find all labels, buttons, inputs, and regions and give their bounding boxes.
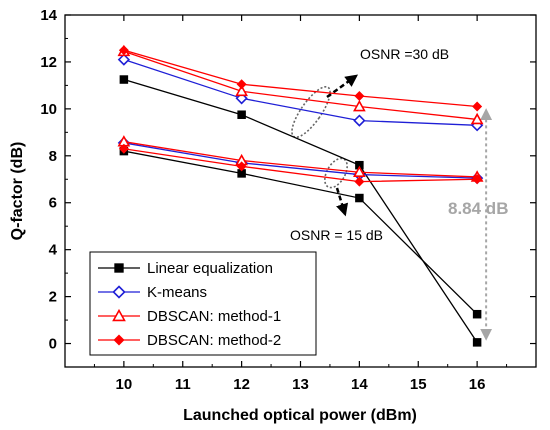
osnr15-label: OSNR = 15 dB	[290, 227, 383, 243]
series-2	[117, 53, 484, 185]
data-point	[237, 110, 246, 119]
legend-marker	[112, 308, 126, 322]
series-4	[118, 45, 483, 187]
legend-marker	[112, 285, 126, 299]
legend-box	[89, 251, 317, 356]
x-tick-label: 16	[469, 376, 486, 393]
y-axis-title: Q-factor (dB)	[9, 142, 26, 241]
osnr30-arrow	[326, 74, 359, 99]
x-axis-title: Launched optical power (dBm)	[183, 407, 417, 424]
legend-entry: Linear equalization	[98, 260, 273, 277]
x-tick-label: 13	[292, 376, 309, 393]
legend-marker	[113, 334, 125, 346]
y-tick-label: 8	[49, 148, 57, 165]
x-tick-label: 12	[233, 376, 250, 393]
y-tick-label: 12	[40, 54, 57, 71]
x-tick-label: 11	[175, 376, 191, 393]
legend-label: DBSCAN: method-2	[147, 332, 281, 349]
y-tick-label: 14	[40, 7, 57, 24]
y-tick-labels: 0 2 4 6 8 10 12 14	[40, 7, 57, 353]
series-1	[119, 75, 482, 347]
data-point	[472, 101, 483, 112]
data-point	[118, 45, 129, 56]
data-point	[353, 114, 366, 127]
series-line	[123, 58, 478, 126]
data-point	[236, 161, 247, 172]
data-point	[236, 79, 247, 90]
series-line	[123, 148, 478, 183]
data-point	[237, 169, 246, 178]
data-point	[472, 174, 483, 185]
data-point	[354, 176, 365, 187]
osnr15-ellipse	[324, 157, 348, 189]
legend-entry: DBSCAN: method-2	[98, 332, 281, 349]
x-tick-label: 14	[351, 376, 368, 393]
series-3	[117, 44, 484, 182]
legend-label: K-means	[147, 284, 207, 301]
y-tick-label: 4	[49, 242, 58, 259]
series-line	[123, 142, 478, 179]
x-tick-label: 10	[116, 376, 133, 393]
series-line	[123, 150, 478, 315]
series-line	[123, 50, 478, 121]
y-tick-label: 10	[40, 101, 57, 118]
data-point	[472, 309, 482, 319]
data-point	[354, 90, 365, 101]
series-line	[123, 78, 478, 343]
legend-entry: K-means	[98, 284, 207, 301]
y-tick-label: 2	[49, 289, 57, 306]
series-line	[123, 49, 478, 108]
series-line	[123, 141, 478, 178]
x-tick-label: 15	[410, 376, 427, 393]
legend-entries: Linear equalization K-means DBSCAN: method…	[98, 260, 281, 349]
series-layer	[117, 44, 484, 347]
data-point	[119, 75, 129, 84]
data-point	[355, 193, 364, 203]
osnr30-label: OSNR =30 dB	[360, 46, 449, 62]
data-point	[472, 338, 482, 347]
data-point	[353, 165, 366, 178]
gap-label: 8.84 dB	[448, 199, 508, 218]
y-tick-label: 6	[49, 195, 57, 212]
data-point	[235, 84, 248, 97]
data-point	[118, 143, 129, 154]
legend-entry: DBSCAN: method-1	[98, 308, 281, 325]
data-point	[470, 112, 484, 125]
legend: Linear equalization K-means DBSCAN: method…	[89, 251, 317, 356]
data-point	[117, 53, 131, 66]
legend-label: DBSCAN: method-1	[147, 308, 281, 325]
data-point	[353, 99, 366, 112]
legend-label: Linear equalization	[147, 260, 273, 277]
axis-ticks	[65, 14, 536, 368]
osnr15-arrow	[335, 187, 349, 217]
legend-marker	[114, 263, 124, 273]
x-tick-labels: 10 11 12 13 14 15 16	[116, 376, 486, 393]
y-tick-label: 0	[49, 336, 57, 353]
data-point	[355, 160, 364, 170]
